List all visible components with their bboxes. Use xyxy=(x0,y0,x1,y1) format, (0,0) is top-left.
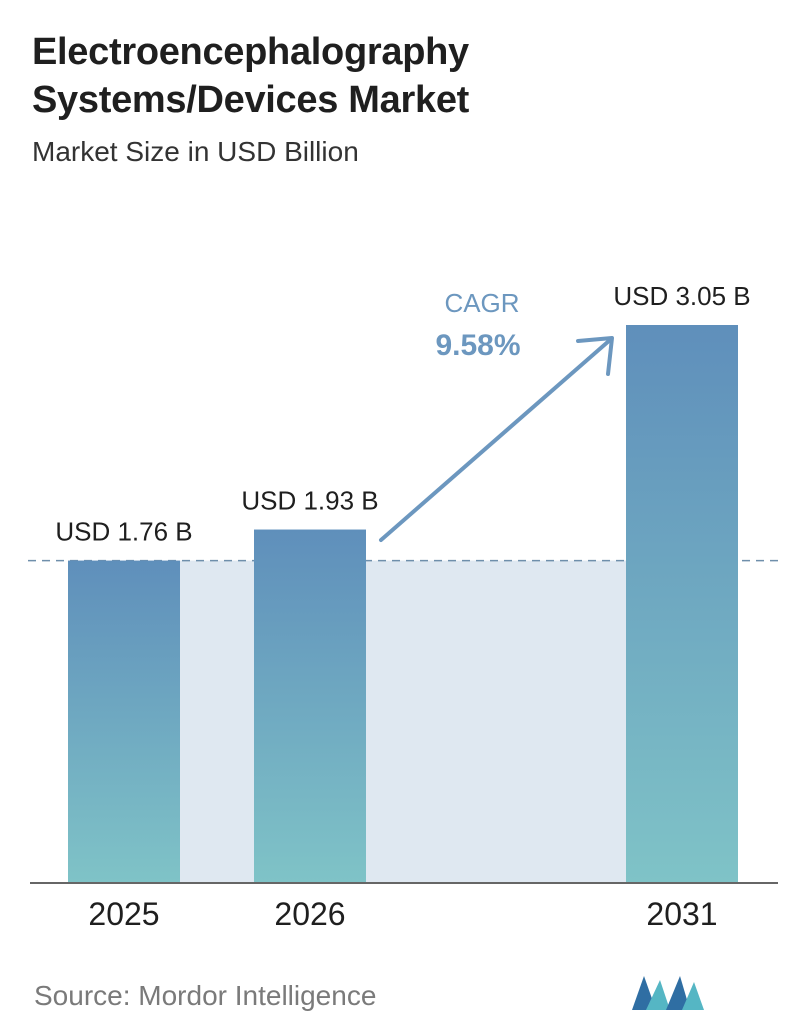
cagr-arrow-head xyxy=(576,336,614,376)
mordor-intelligence-logo-icon xyxy=(632,976,704,1010)
data-label-2025: USD 1.76 B xyxy=(55,517,192,547)
chart-title-line-1: Electroencephalography xyxy=(32,31,469,73)
bar-2026 xyxy=(254,529,366,882)
bar-chart: USD 1.76 B 2025 USD 1.93 B 2026 USD 3.05 B 20… xyxy=(28,281,782,932)
x-tick-label-2026: 2026 xyxy=(274,896,345,932)
data-label-2031: USD 3.05 B xyxy=(613,281,750,311)
chart-title-line-2: Systems/Devices Market xyxy=(32,79,470,121)
cagr-arrow-shaft xyxy=(379,338,612,542)
cagr-arrow xyxy=(379,336,614,542)
bar-2025 xyxy=(68,560,180,882)
chart-subtitle: Market Size in USD Billion xyxy=(32,136,359,167)
chart-title: Electroencephalography Systems/Devices M… xyxy=(32,28,772,124)
cagr-value: 9.58% xyxy=(435,329,520,362)
bar-2031 xyxy=(626,325,738,882)
x-tick-label-2031: 2031 xyxy=(646,896,717,932)
source-note: Source: Mordor Intelligence xyxy=(34,980,377,1011)
data-label-2026: USD 1.93 B xyxy=(241,486,378,516)
cagr-label: CAGR xyxy=(444,288,519,318)
x-tick-label-2025: 2025 xyxy=(88,896,159,932)
